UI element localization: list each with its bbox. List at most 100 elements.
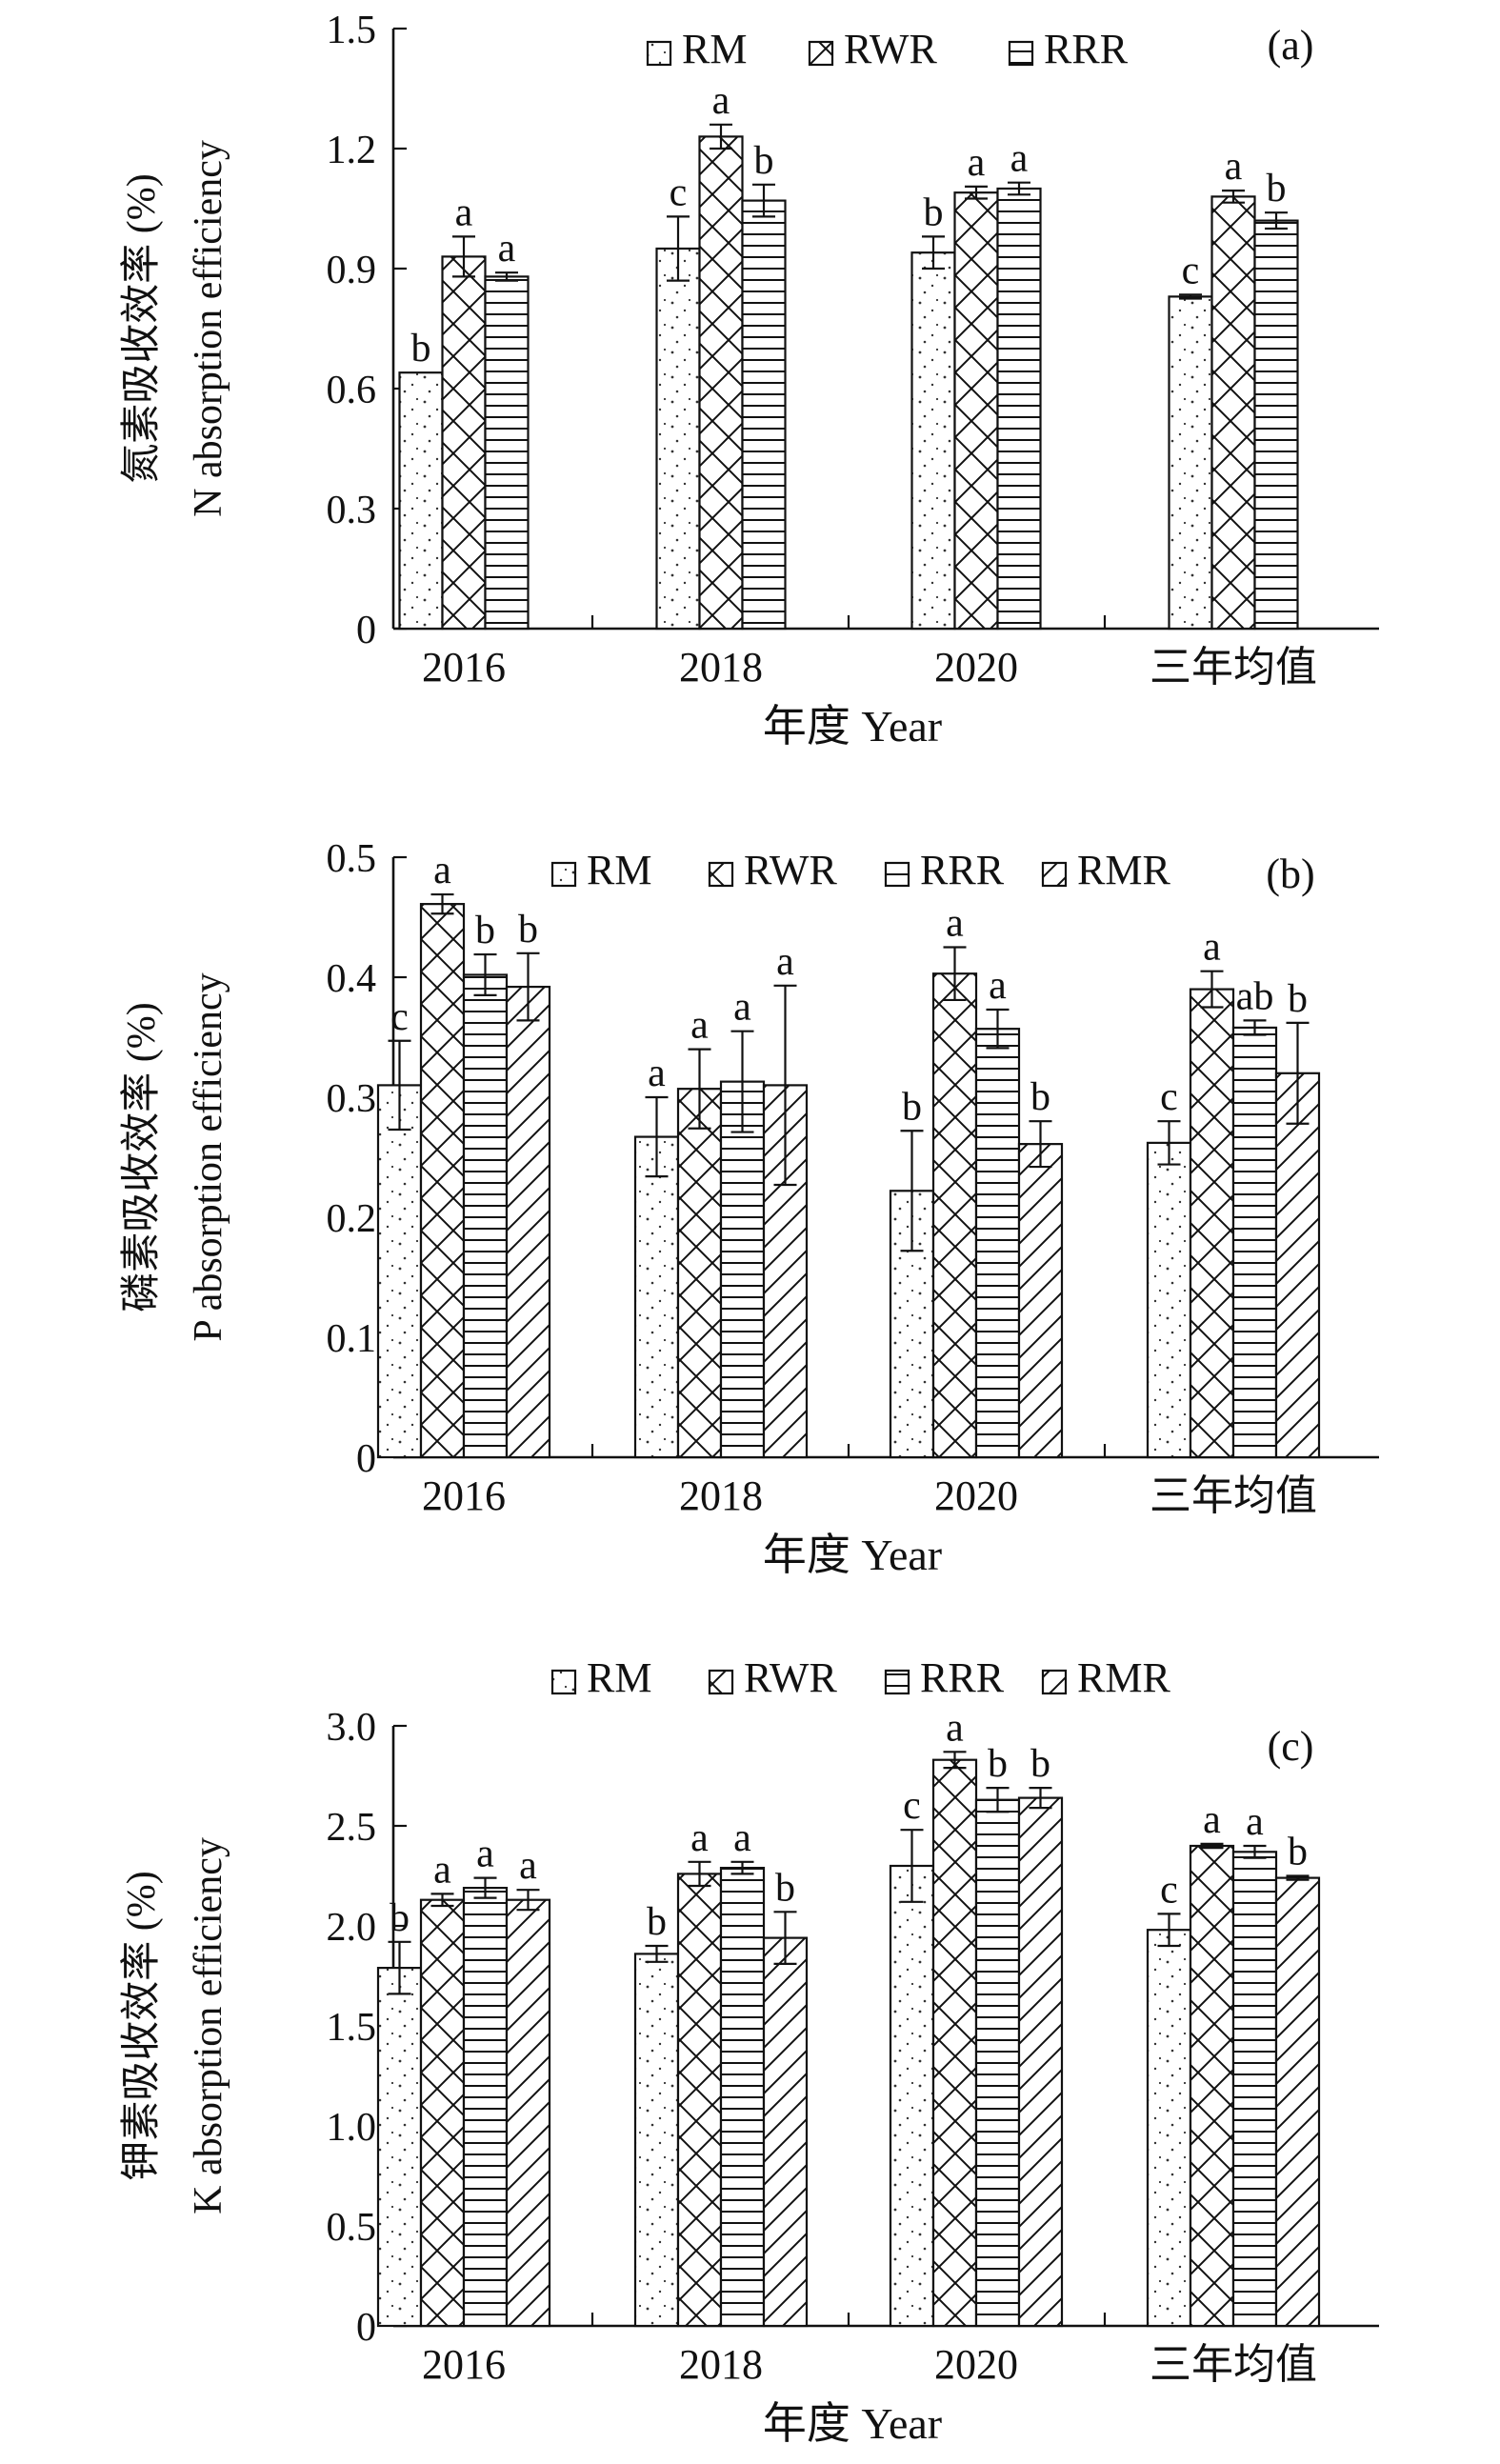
x-tick-label: 2016 <box>422 2341 506 2388</box>
legend-label: RWR <box>744 1654 837 1701</box>
y-tick-label: 0.6 <box>327 369 377 412</box>
y-tick-label: 0 <box>356 1437 376 1481</box>
legend-label: RM <box>587 1654 651 1701</box>
y-tick-label: 0.3 <box>327 489 377 532</box>
bar-rm <box>1146 1141 1192 1459</box>
significance-letter: c <box>670 170 688 214</box>
significance-letter: b <box>1030 1742 1050 1786</box>
bar-rm <box>1168 295 1213 631</box>
significance-letter: b <box>475 909 495 952</box>
significance-letter: a <box>776 940 794 984</box>
significance-letter: a <box>690 1004 709 1048</box>
significance-letter: a <box>1246 1800 1264 1844</box>
significance-letter: a <box>1203 926 1221 970</box>
significance-letter: a <box>946 902 964 946</box>
bar-rm <box>376 1084 423 1459</box>
significance-letter: a <box>1225 145 1243 189</box>
bar-rm <box>655 247 701 631</box>
legend-swatch-rwr <box>708 1669 734 1695</box>
x-axis-label: 年度 Year <box>763 702 942 751</box>
significance-letter: b <box>1267 167 1287 210</box>
significance-letter: a <box>433 849 451 892</box>
x-tick-label: 2016 <box>422 644 506 691</box>
significance-letter: b <box>754 139 774 183</box>
bar-rwr <box>419 903 466 1459</box>
bar-rwr <box>676 1873 723 2328</box>
bar-rmr <box>1274 1876 1321 2328</box>
significance-letter: b <box>775 1866 795 1910</box>
y-axis-label-cn: 磷素吸收效率 (%) <box>119 1002 164 1312</box>
bar-rm <box>889 1864 935 2328</box>
significance-letter: c <box>1160 1868 1178 1912</box>
x-tick-label: 三年均值 <box>1150 644 1317 691</box>
bar-rrr <box>462 973 509 1459</box>
bar-rrr <box>996 187 1042 631</box>
y-tick-label: 0.4 <box>327 957 377 1001</box>
y-tick-label: 0.5 <box>327 2206 377 2250</box>
significance-letter: a <box>733 986 751 1030</box>
legend-label: RM <box>682 26 747 72</box>
significance-letter: a <box>733 1816 751 1860</box>
significance-letter: a <box>433 1848 451 1892</box>
y-axis-label-cn: 氮素吸收效率 (%) <box>119 173 164 483</box>
x-tick-label: 2020 <box>934 1472 1018 1519</box>
bar-rwr <box>1189 988 1235 1459</box>
y-tick-label: 0.9 <box>327 249 377 292</box>
significance-letter: a <box>498 227 516 270</box>
significance-letter: a <box>1203 1798 1221 1842</box>
significance-letter: b <box>902 1085 922 1129</box>
bar-rrr <box>974 1028 1021 1459</box>
bar-rmr <box>505 1898 551 2328</box>
bar-rrr <box>462 1886 509 2328</box>
y-tick-label: 1.0 <box>327 2106 377 2150</box>
significance-letter: c <box>390 995 409 1039</box>
bar-rwr <box>953 191 999 631</box>
bar-rrr <box>1253 219 1299 631</box>
significance-letter: b <box>1288 1831 1308 1874</box>
panel-label: (a) <box>1268 22 1314 69</box>
significance-letter: b <box>1030 1075 1050 1119</box>
significance-letter: b <box>988 1742 1008 1786</box>
y-tick-label: 0 <box>356 2306 376 2350</box>
y-tick-label: 1.5 <box>327 2006 377 2050</box>
x-tick-label: 2016 <box>422 1472 506 1519</box>
y-tick-label: 3.0 <box>327 1706 377 1750</box>
significance-letter: c <box>903 1784 921 1828</box>
significance-letter: a <box>1010 137 1029 181</box>
x-tick-label: 2018 <box>679 1472 763 1519</box>
legend-swatch-rwr <box>708 861 734 888</box>
bar-rwr <box>1210 195 1256 631</box>
x-tick-label: 三年均值 <box>1150 2341 1317 2388</box>
bar-rwr <box>1189 1844 1235 2328</box>
bar-rrr <box>741 199 787 631</box>
legend-label: RM <box>587 847 651 893</box>
x-axis-label: 年度 Year <box>763 2399 942 2448</box>
significance-letter: ab <box>1236 974 1274 1018</box>
bar-rrr <box>484 275 530 631</box>
y-axis-label-en: P absorption efficiency <box>187 972 230 1341</box>
legend-swatch-rm <box>550 861 577 888</box>
bar-rm <box>376 1967 423 2328</box>
bar-rrr <box>1231 1851 1278 2328</box>
significance-letter: c <box>1160 1075 1178 1119</box>
bar-rrr <box>1231 1026 1278 1459</box>
legend-label: RWR <box>744 847 837 893</box>
significance-letter: a <box>519 1844 537 1888</box>
x-tick-label: 三年均值 <box>1150 1472 1317 1519</box>
bar-rwr <box>419 1898 466 2328</box>
x-tick-label: 2020 <box>934 2341 1018 2388</box>
significance-letter: a <box>476 1833 494 1876</box>
x-tick-label: 2018 <box>679 2341 763 2388</box>
panel-label: (b) <box>1266 851 1314 897</box>
legend-swatch-rwr <box>808 40 834 67</box>
legend-swatch-rrr <box>884 1669 910 1695</box>
significance-letter: a <box>968 141 986 185</box>
legend-swatch-rrr <box>1008 40 1034 67</box>
significance-letter: c <box>1182 249 1200 292</box>
y-axis-label-en: K absorption efficiency <box>187 1837 230 2214</box>
legend-label: RMR <box>1077 847 1170 893</box>
significance-letter: b <box>390 1896 410 1940</box>
bar-rrr <box>719 1866 766 2328</box>
significance-letter: b <box>518 908 538 952</box>
bar-rrr <box>974 1798 1021 2328</box>
